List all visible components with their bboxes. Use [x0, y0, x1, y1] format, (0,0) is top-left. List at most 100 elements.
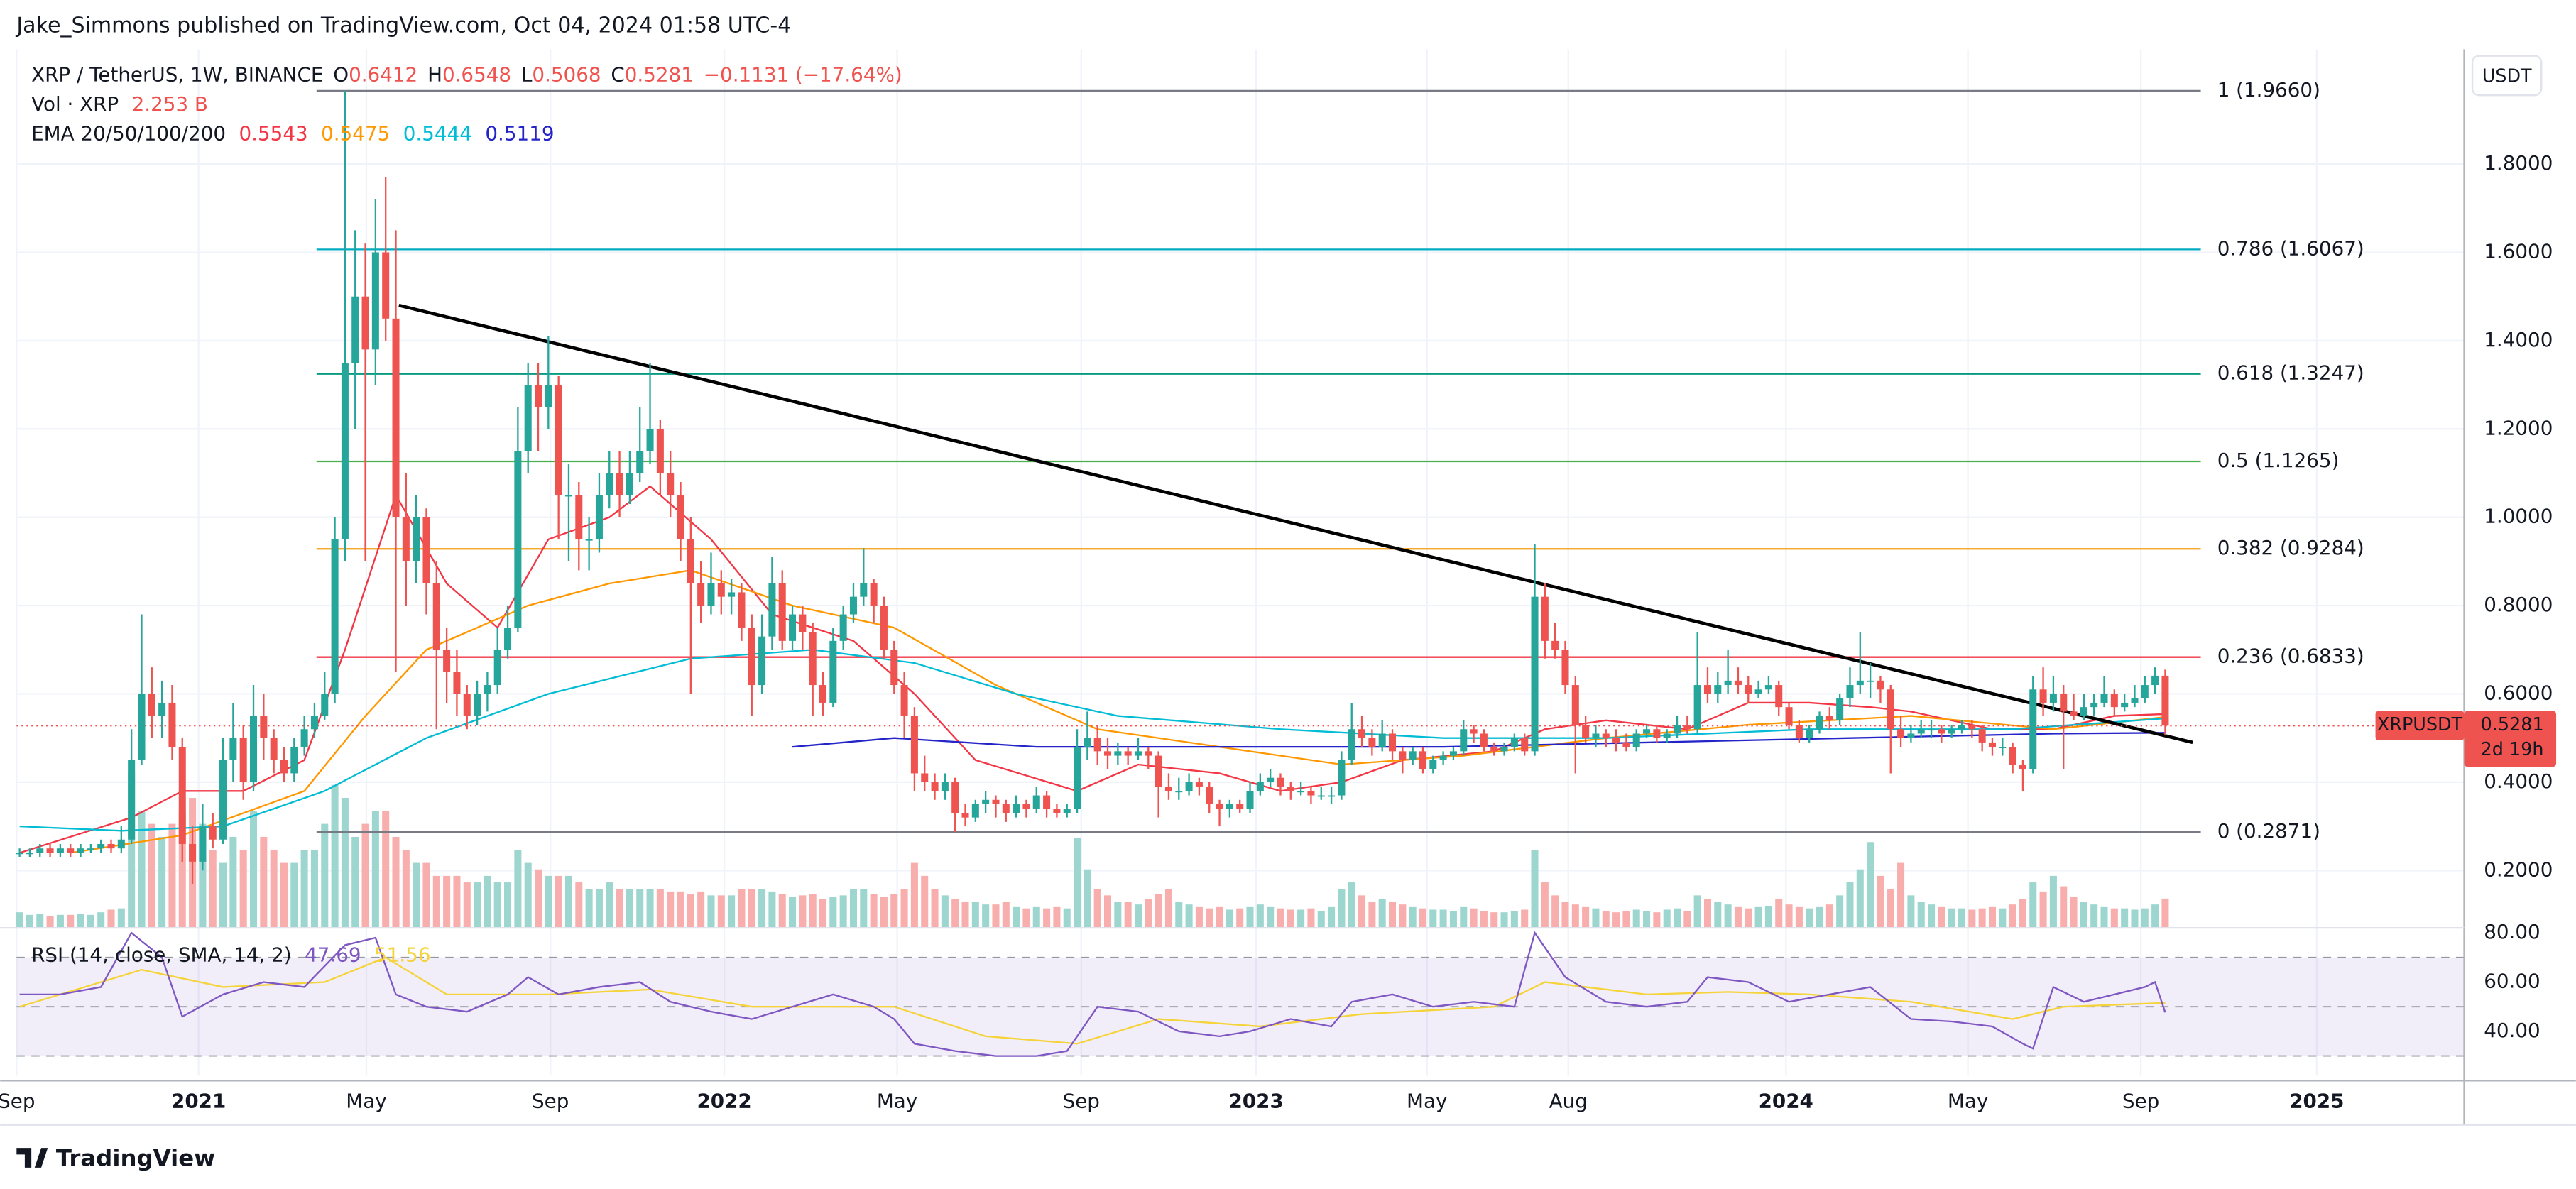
candle-body	[1399, 751, 1407, 760]
volume-bar	[1022, 908, 1030, 928]
volume-bar	[555, 875, 562, 928]
candle-body	[1317, 795, 1325, 797]
candle-body	[1470, 729, 1478, 734]
volume-bar	[1938, 906, 1945, 928]
volume-bar	[595, 889, 603, 928]
candle-body	[667, 473, 675, 495]
candle-body	[209, 826, 217, 840]
candle-body	[707, 583, 715, 606]
volume-bar	[382, 811, 390, 928]
volume-bar	[768, 891, 776, 928]
volume-bar	[484, 875, 491, 928]
volume-bar	[77, 914, 84, 928]
volume-bar	[1693, 895, 1701, 928]
x-tick-label: Sep	[1063, 1089, 1100, 1112]
candle-body	[1714, 685, 1722, 694]
candle-body	[1764, 685, 1772, 690]
candle-body	[1368, 738, 1376, 747]
candle-body	[1754, 689, 1762, 694]
candle-body	[982, 799, 990, 804]
candle-body	[1338, 760, 1346, 796]
volume-bar	[117, 908, 125, 928]
volume-bar	[1978, 908, 1986, 928]
volume-bar	[341, 797, 349, 928]
candle-body	[1409, 751, 1417, 760]
volume-bar	[626, 889, 633, 928]
candle-body	[1429, 760, 1437, 769]
volume-bar	[880, 897, 888, 928]
volume-bar	[971, 902, 979, 928]
candle-body	[2009, 747, 2016, 765]
volume-bar	[1043, 908, 1051, 928]
candle-body	[606, 473, 613, 495]
volume-bar	[1164, 889, 1172, 928]
x-tick-label: May	[346, 1089, 386, 1112]
volume-bar	[545, 875, 552, 928]
volume-bar	[1368, 902, 1376, 928]
volume-bar	[1622, 911, 1630, 928]
candle-body	[1988, 742, 1996, 747]
volume-bar	[1480, 911, 1488, 928]
candle-body	[1500, 747, 1508, 752]
volume-bar	[514, 850, 522, 928]
volume-bar	[646, 889, 654, 928]
candle-body	[748, 628, 755, 686]
candle-body	[829, 640, 837, 703]
candle-body	[229, 738, 237, 760]
candle-body	[1256, 782, 1264, 791]
candle-body	[26, 853, 33, 855]
price-box	[2464, 711, 2557, 767]
volume-bar	[860, 889, 868, 928]
currency-box[interactable]	[2471, 55, 2543, 97]
volume-bar	[56, 914, 64, 928]
volume-bar	[575, 882, 583, 928]
volume-title: Vol · XRP	[31, 92, 119, 116]
volume-bar	[2110, 908, 2118, 928]
candle-body	[67, 848, 75, 853]
volume-bar	[1267, 906, 1275, 928]
volume-bar	[1246, 906, 1254, 928]
volume-bar	[422, 862, 430, 928]
volume-bar	[1928, 904, 1936, 928]
candle-body	[636, 451, 644, 473]
ohlc-letter: L	[521, 62, 533, 86]
candle-body	[493, 650, 501, 686]
candle-body	[1460, 729, 1468, 752]
candle-body	[138, 694, 146, 760]
volume-bar	[585, 889, 593, 928]
ema-line	[19, 649, 2166, 832]
volume-bar	[717, 895, 725, 928]
volume-bar	[1155, 894, 1162, 928]
candle-body	[1063, 809, 1071, 813]
candle-body	[321, 694, 329, 716]
volume-bar	[250, 811, 258, 928]
candle-body	[2141, 685, 2149, 698]
candle-body	[514, 451, 522, 628]
volume-bar	[849, 889, 857, 928]
volume-bar	[2039, 891, 2047, 928]
volume-bar	[2090, 904, 2098, 928]
candle-body	[1968, 725, 1976, 730]
candle-body	[1297, 791, 1305, 793]
candle-body	[128, 760, 136, 840]
x-tick-label: Sep	[0, 1089, 35, 1112]
candle-body	[1612, 738, 1620, 743]
candle-body	[2029, 689, 2037, 769]
volume-bar	[67, 914, 75, 928]
candle-body	[1287, 787, 1294, 791]
volume-bar	[1602, 911, 1610, 928]
volume-bar	[443, 875, 451, 928]
volume-bar	[870, 894, 878, 928]
volume-bar	[789, 897, 797, 928]
symbol: XRP / TetherUS, 1W, BINANCE	[31, 62, 323, 86]
candle-body	[2049, 694, 2057, 703]
candle-body	[1745, 685, 1752, 694]
candle-body	[2110, 694, 2118, 708]
candle-body	[1877, 680, 1884, 690]
volume-bar	[280, 862, 288, 928]
volume-bar	[474, 882, 481, 928]
candle-body	[738, 592, 746, 628]
candle-body	[1013, 804, 1020, 813]
volume-bar	[1703, 899, 1711, 928]
volume-bar	[1541, 882, 1549, 928]
